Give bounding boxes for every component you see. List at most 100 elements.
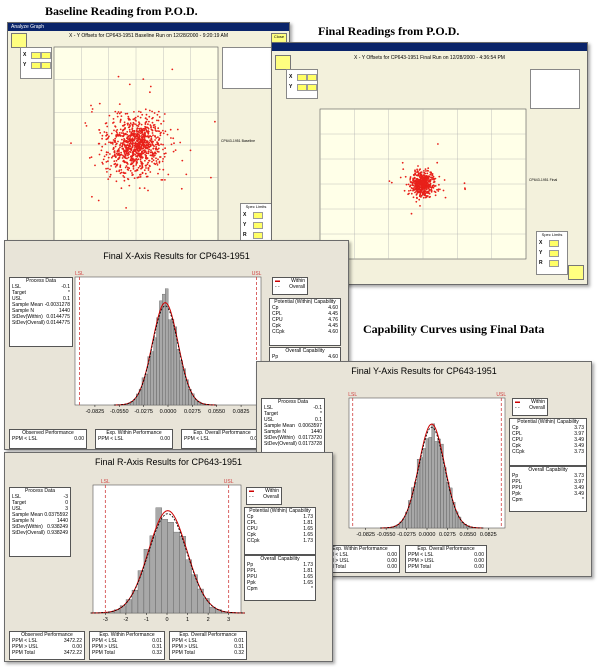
scatter-point xyxy=(116,112,119,115)
final-spec-x-cell[interactable] xyxy=(549,240,559,247)
scatter-point xyxy=(138,149,141,152)
x-tick-label: 0.0275 xyxy=(184,409,201,415)
scatter-point xyxy=(115,170,118,173)
capr-window: Final R-Axis Results for CP643-1951 Proc… xyxy=(4,452,333,662)
capy-sdo-row: StDev(Overall) 0.0173728 xyxy=(264,441,322,447)
capy-within-box: Exp. Within Performance PPM < LSL 0.00 PP… xyxy=(320,545,400,573)
scatter-point xyxy=(84,122,87,124)
capx-sdw-row: StDev(Within) 0.0144775 xyxy=(12,314,70,320)
scatter-point xyxy=(115,180,118,183)
scatter-point xyxy=(124,144,127,147)
scatter-point xyxy=(116,150,119,153)
scatter-point xyxy=(128,167,131,170)
scatter-point xyxy=(121,143,124,146)
scatter-point xyxy=(139,130,142,133)
baseline-spec-panel: Spec Limits X Y R xyxy=(240,203,272,247)
scatter-point xyxy=(415,178,418,181)
final-x-label: X xyxy=(289,74,293,80)
scatter-point xyxy=(143,129,146,132)
scatter-point xyxy=(430,191,433,193)
scatter-point xyxy=(147,144,149,147)
scatter-point xyxy=(141,138,144,140)
final-spec-r-cell[interactable] xyxy=(549,260,559,267)
baseline-spec-r-cell[interactable] xyxy=(253,232,263,239)
final-y-cell[interactable] xyxy=(297,84,307,91)
capr-mean-row: Sample Mean 0.0375592 xyxy=(12,512,68,518)
capy-target-row: Target * xyxy=(264,411,322,417)
scatter-point xyxy=(118,134,120,137)
scatter-point xyxy=(143,136,146,139)
scatter-point xyxy=(149,151,152,154)
scatter-point xyxy=(109,153,111,155)
scatter-point xyxy=(416,168,418,171)
capr-within-row-2: PPM > USL 0.31 xyxy=(92,644,162,650)
scatter-point xyxy=(137,115,139,118)
scatter-point xyxy=(140,135,143,137)
scatter-point xyxy=(137,146,140,149)
baseline-spec-x: X xyxy=(243,212,247,218)
final-spec-y-cell[interactable] xyxy=(549,250,559,257)
scatter-point xyxy=(161,179,164,181)
scatter-point xyxy=(115,155,117,158)
final-close-button[interactable] xyxy=(568,265,584,280)
scatter-point xyxy=(129,125,131,127)
scatter-point xyxy=(145,113,148,116)
scatter-point xyxy=(126,131,129,133)
scatter-point xyxy=(131,174,134,177)
scatter-point xyxy=(136,124,138,127)
scatter-point xyxy=(91,108,94,110)
baseline-caption: Baseline Reading from P.O.D. xyxy=(45,4,198,18)
scatter-point xyxy=(124,146,127,148)
scatter-point xyxy=(138,144,141,146)
scatter-point xyxy=(425,188,427,191)
scatter-point xyxy=(114,137,117,140)
capy-legend: ▬ Within - - Overall xyxy=(512,398,548,416)
baseline-y-cell-2[interactable] xyxy=(41,62,51,69)
scatter-point xyxy=(132,153,134,156)
scatter-point xyxy=(119,121,122,123)
baseline-analyze-button[interactable] xyxy=(11,33,27,48)
scatter-point xyxy=(425,170,427,172)
scatter-point xyxy=(141,131,144,134)
scatter-point xyxy=(136,149,139,151)
capr-obs-row-3: PPM Total 3472.22 xyxy=(12,650,82,656)
baseline-spec-y-cell[interactable] xyxy=(253,222,263,229)
scatter-point xyxy=(422,180,425,183)
scatter-point xyxy=(148,115,151,118)
final-y-cell-2[interactable] xyxy=(307,84,317,91)
baseline-x-cell-2[interactable] xyxy=(41,52,51,59)
scatter-point xyxy=(161,160,164,163)
scatter-point xyxy=(418,175,421,178)
scatter-point xyxy=(120,115,123,117)
scatter-point xyxy=(132,129,134,132)
scatter-point xyxy=(143,149,146,151)
baseline-y-cell[interactable] xyxy=(31,62,41,69)
scatter-point xyxy=(135,162,138,165)
scatter-point xyxy=(166,133,169,136)
scatter-point xyxy=(419,205,421,207)
scatter-point xyxy=(162,129,164,132)
baseline-x-cell[interactable] xyxy=(31,52,41,59)
final-x-cell-2[interactable] xyxy=(307,74,317,81)
capx-pp-row: Pp 4.60 xyxy=(272,354,338,360)
scatter-point xyxy=(157,127,160,130)
scatter-point xyxy=(147,152,150,155)
scatter-point xyxy=(164,130,167,133)
baseline-spec-x-cell[interactable] xyxy=(253,212,263,219)
final-analyze-button[interactable] xyxy=(275,55,291,70)
scatter-point xyxy=(167,173,170,176)
scatter-point xyxy=(125,157,127,160)
capr-within-row-1: PPM < LSL 0.01 xyxy=(92,638,162,644)
scatter-point xyxy=(128,134,130,137)
scatter-point xyxy=(119,128,122,131)
scatter-point xyxy=(113,160,116,163)
final-x-cell[interactable] xyxy=(297,74,307,81)
capr-overall-header: Overall Capability xyxy=(260,556,300,562)
x-tick-label: 0 xyxy=(165,617,168,623)
scatter-point xyxy=(155,160,158,162)
scatter-point xyxy=(160,122,163,125)
scatter-point xyxy=(424,183,427,186)
scatter-point xyxy=(157,110,160,113)
scatter-point xyxy=(152,147,155,150)
scatter-point xyxy=(144,108,147,111)
